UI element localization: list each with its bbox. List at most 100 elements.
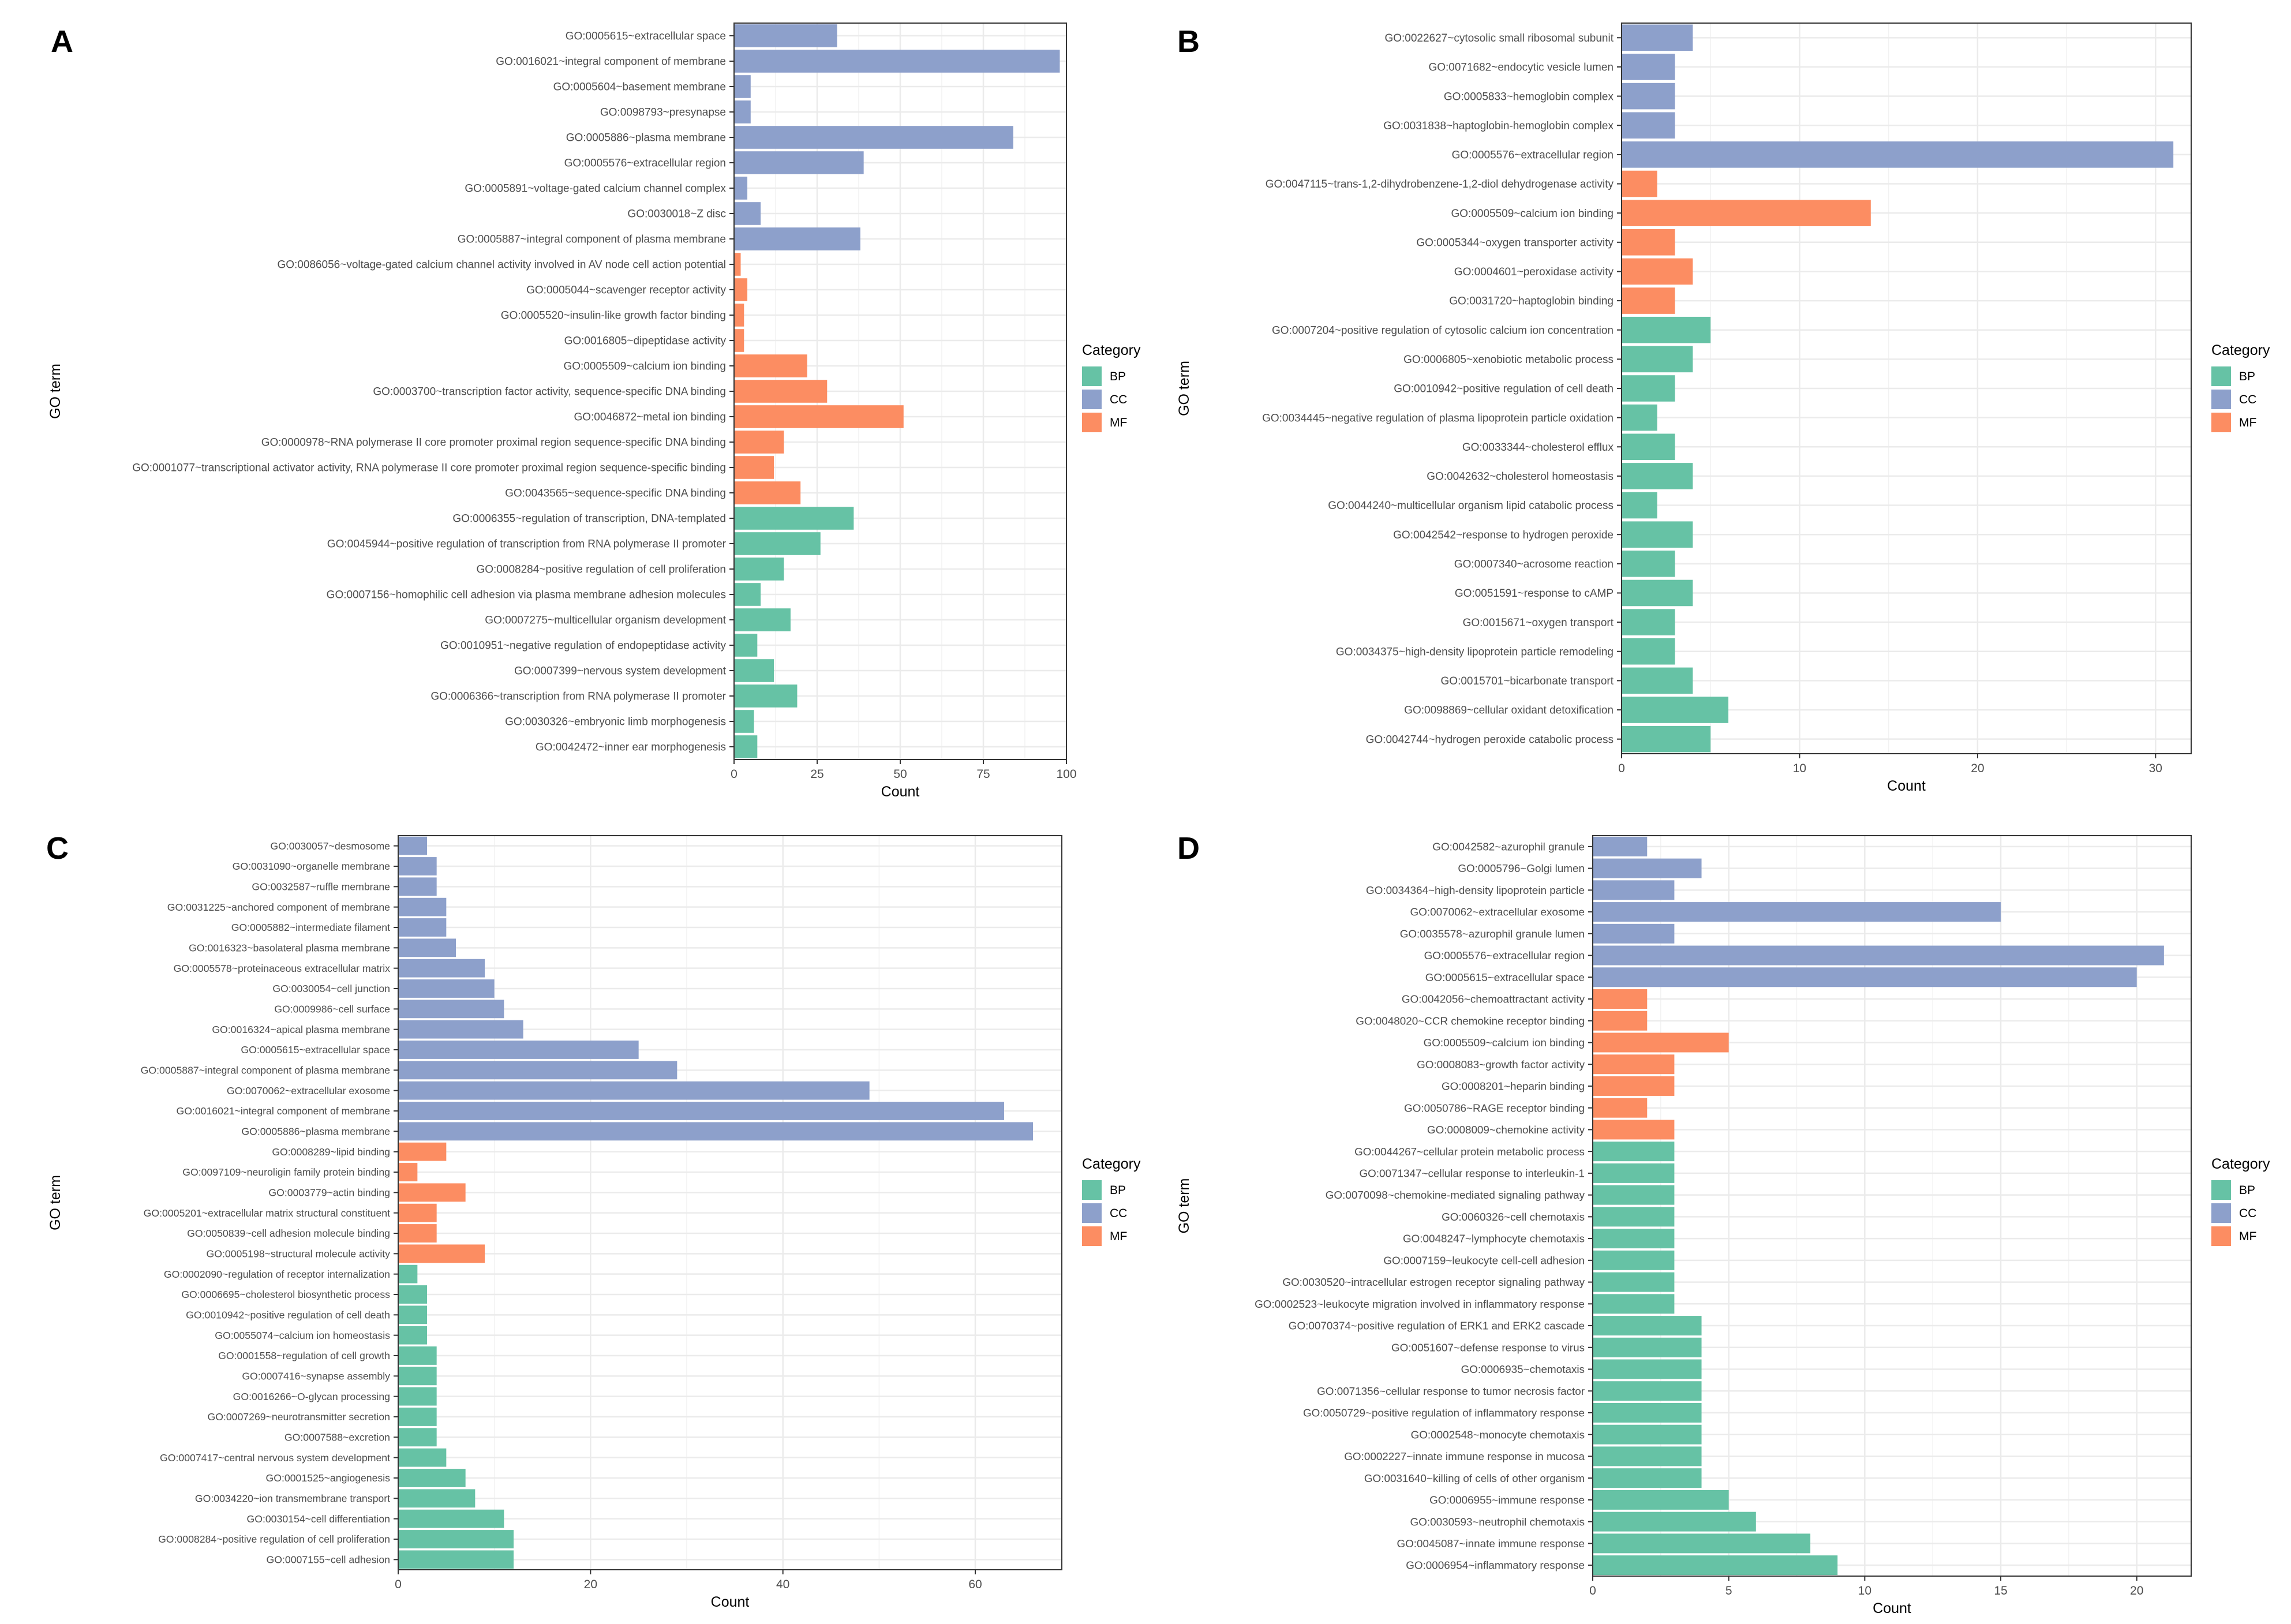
y-tick-label: GO:0016021~integral component of membran… [176,1105,390,1117]
y-tick-label: GO:0001525~angiogenesis [266,1472,391,1484]
y-tick-label: GO:0005796~Golgi lumen [1458,862,1585,874]
bar-mf [398,1244,485,1263]
y-tick-label: GO:0042056~chemoattractant activity [1402,993,1585,1005]
bar-bp [1622,579,1693,607]
y-tick-label: GO:0097109~neuroligin family protein bin… [182,1166,390,1178]
y-tick-label: GO:0006366~transcription from RNA polyme… [431,691,726,703]
bar-bp [398,1448,447,1467]
y-tick-label: GO:0070374~positive regulation of ERK1 a… [1289,1320,1585,1332]
y-tick-label: GO:0003779~actin binding [268,1187,390,1199]
y-tick-label: GO:0016805~dipeptidase activity [564,335,727,347]
y-axis-title: GO term [1176,361,1192,416]
x-tick-label: 60 [968,1578,982,1591]
bar-bp [398,1550,514,1569]
y-tick-label: GO:0005576~extracellular region [1452,149,1614,162]
y-tick-label: GO:0007156~homophilic cell adhesion via … [327,589,726,601]
bar-mf [734,329,744,352]
y-tick-label: GO:0008284~positive regulation of cell p… [476,564,726,576]
y-tick-label: GO:0006695~cholesterol biosynthetic proc… [181,1289,390,1300]
y-tick-label: GO:0045087~innate immune response [1397,1537,1585,1550]
bar-bp [1593,1185,1675,1205]
y-axis-title: GO term [47,1175,63,1230]
bar-cc [398,897,447,916]
bar-bp [1593,1490,1729,1510]
y-tick-label: GO:0002090~regulation of receptor intern… [164,1268,390,1280]
panel-letter: D [1177,831,1200,866]
y-tick-label: GO:0005509~calcium ion binding [564,361,727,373]
bar-bp [1593,1381,1702,1401]
x-tick-label: 0 [1618,762,1625,775]
y-tick-label: GO:0008289~lipid binding [272,1146,390,1158]
x-tick-label: 25 [810,768,823,781]
bar-bp [1593,1207,1675,1227]
legend-label: CC [1110,393,1127,406]
y-tick-label: GO:0070062~extracellular exosome [227,1085,390,1097]
bar-cc [734,151,864,174]
bar-bp [1593,1337,1702,1357]
y-tick-label: GO:0098869~cellular oxidant detoxificati… [1404,705,1614,717]
legend-title: Category [1082,1156,1141,1172]
bar-mf [1593,1032,1729,1053]
y-tick-label: GO:0071356~cellular response to tumor ne… [1317,1385,1585,1397]
bar-cc [1622,141,2174,168]
x-tick-label: 75 [976,768,990,781]
bar-cc [398,836,427,855]
y-tick-label: GO:0009986~cell surface [274,1004,390,1015]
bar-cc [734,50,1060,73]
bar-cc [398,1102,1004,1120]
bar-bp [398,1530,514,1548]
bar-mf [734,304,744,327]
y-tick-label: GO:0007155~cell adhesion [267,1554,391,1566]
bar-bp [734,507,854,530]
bar-bp [1622,404,1657,431]
y-tick-label: GO:0007204~positive regulation of cytoso… [1272,324,1614,336]
bar-bp [1622,725,1711,753]
bar-bp [1593,1403,1702,1423]
y-tick-label: GO:0047115~trans-1,2-dihydrobenzene-1,2-… [1266,178,1614,190]
panel-letter: A [51,24,73,59]
bar-bp [398,1264,418,1284]
y-tick-label: GO:0048247~lymphocyte chemotaxis [1403,1233,1585,1245]
y-tick-label: GO:0042632~cholesterol homeostasis [1427,471,1614,483]
bar-cc [398,1122,1033,1141]
legend-label: CC [2239,393,2256,406]
y-tick-label: GO:0007340~acrosome reaction [1454,558,1614,570]
legend-key-mf [1082,1226,1102,1246]
panel-border [398,835,1062,1570]
bar-bp [1622,346,1693,373]
y-tick-label: GO:0086056~voltage-gated calcium channel… [277,259,726,271]
y-tick-label: GO:0071682~endocytic vesicle lumen [1428,62,1614,74]
bar-mf [1593,1076,1675,1096]
legend-label: BP [1110,370,1126,383]
y-tick-label: GO:0042542~response to hydrogen peroxide [1393,529,1614,541]
y-tick-label: GO:0007159~leukocyte cell-cell adhesion [1383,1254,1585,1266]
y-tick-label: GO:0055074~calcium ion homeostasis [215,1330,390,1341]
y-tick-label: GO:0034364~high-density lipoprotein part… [1366,884,1585,896]
y-tick-label: GO:0015671~oxygen transport [1463,617,1614,629]
x-axis-title: Count [711,1594,750,1610]
y-tick-label: GO:0034445~negative regulation of plasma… [1262,412,1614,424]
y-tick-label: GO:0048020~CCR chemokine receptor bindin… [1356,1015,1585,1027]
y-tick-label: GO:0002548~monocyte chemotaxis [1411,1428,1585,1440]
x-axis-title: Count [1887,778,1926,794]
bar-mf [734,354,807,377]
bar-bp [1593,1468,1702,1488]
bar-bp [1622,697,1729,723]
bar-mf [1622,287,1675,314]
y-tick-label: GO:0031090~organelle membrane [233,860,391,872]
bar-bp [398,1346,437,1365]
legend-key-bp [1082,1180,1102,1200]
x-tick-label: 0 [395,1578,402,1591]
bar-cc [734,177,748,200]
bar-bp [1593,1294,1675,1314]
y-tick-label: GO:0005833~hemoglobin complex [1444,91,1614,103]
y-tick-label: GO:0031225~anchored component of membran… [167,901,390,913]
bar-mf [734,481,801,504]
y-tick-label: GO:0007269~neurotransmitter secretion [207,1411,390,1423]
x-tick-label: 20 [2130,1584,2143,1597]
x-tick-label: 0 [731,768,738,781]
y-tick-label: GO:0016021~integral component of membran… [496,56,726,68]
y-tick-label: GO:0001558~regulation of cell growth [218,1350,390,1361]
bar-mf [1593,1011,1648,1031]
